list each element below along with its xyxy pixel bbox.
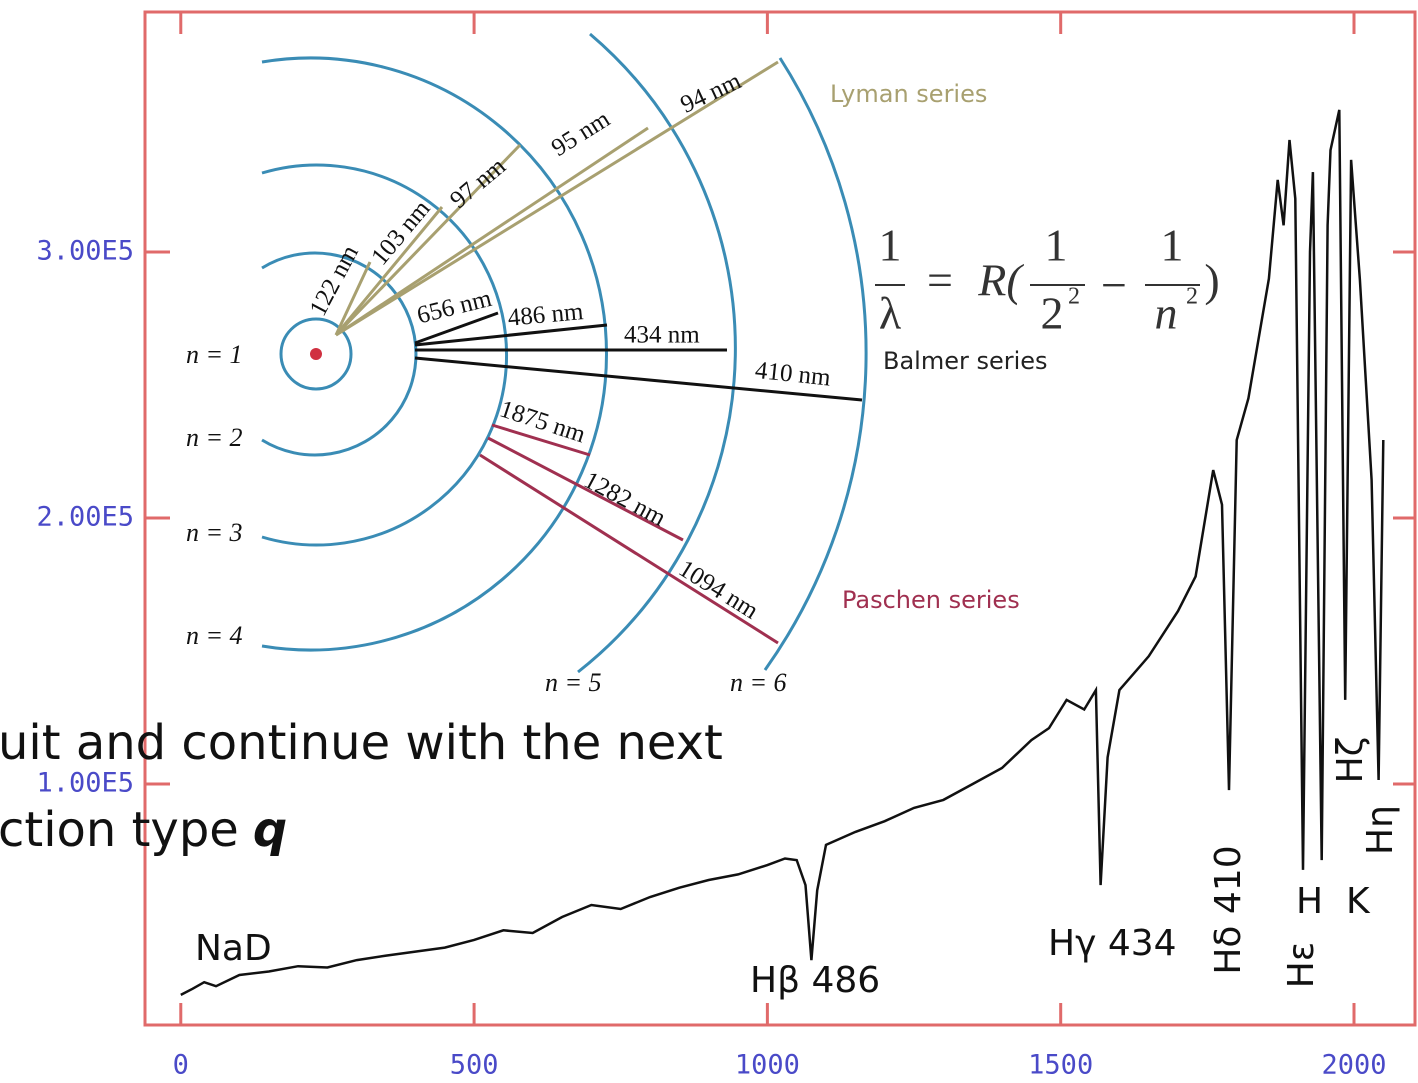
level-label: n = 5 [545,668,602,697]
y-tick-label: 1.00E5 [36,767,134,798]
annotation: Hε [1281,942,1322,989]
equation-part: ) [1204,255,1219,306]
annotation: NaD [195,928,272,969]
annotation: H [1296,881,1323,922]
slide-text-part: ction type [0,802,239,858]
equation-part: R( [977,255,1024,306]
wavelength-label: 97 nm [445,152,511,214]
wavelength-label: 103 nm [366,195,436,271]
x-tick-label: 0 [173,1050,189,1081]
annotation: K [1346,881,1371,922]
y-tick-label: 3.00E5 [36,235,134,266]
level-label: n = 2 [186,423,243,452]
nucleus [310,348,322,360]
annotation: Hδ 410 [1208,845,1249,974]
slide-key: q [253,802,287,858]
equation-part: = [927,255,953,306]
wavelength-label: 95 nm [547,105,615,162]
equation-part: λ [879,288,902,339]
slide-text: uit and continue with the next [0,715,723,771]
wavelength-label: 434 nm [624,322,700,349]
y-tick-label: 2.00E5 [36,501,134,532]
annotation: Hβ 486 [750,960,880,1001]
series-label: Lyman series [830,80,987,108]
equation-part: 2 [1068,284,1080,310]
wavelength-label: 656 nm [414,285,495,330]
equation-part: 1 [1161,220,1184,271]
spectrum-line [181,110,1384,995]
slide: 0 500 1000 1500 2000 1.00E5 2.00E5 3.00E5 NaD Hβ … [0,0,1418,1083]
equation-part: 1 [1045,220,1068,271]
wavelength-label: 410 nm [754,357,833,392]
annotation: Hζ [1330,737,1371,784]
x-tick-label: 2000 [1321,1050,1386,1081]
equation-part: 2 [1041,288,1064,339]
wavelength-label: 1094 nm [674,555,764,625]
equation-part: 1 [879,220,902,271]
orbit [262,165,507,545]
wavelength-label: 1282 nm [579,467,670,533]
equation-part: n [1155,288,1178,339]
level-label: n = 6 [730,668,787,697]
level-label: n = 1 [186,340,243,369]
equation-part: − [1101,260,1127,311]
annotation: Hγ 434 [1048,923,1177,964]
series-label: Balmer series [883,347,1048,375]
wavelength-label: 486 nm [507,298,585,332]
x-tick-label: 500 [450,1050,499,1081]
x-tick-label: 1500 [1028,1050,1093,1081]
level-label: n = 4 [186,621,243,650]
level-label: n = 3 [186,518,243,547]
annotation: Hη [1360,805,1401,855]
x-tick-label: 1000 [735,1050,800,1081]
equation-part: 2 [1186,284,1198,310]
wavelength-label: 94 nm [677,67,746,118]
series-label: Paschen series [842,586,1020,614]
